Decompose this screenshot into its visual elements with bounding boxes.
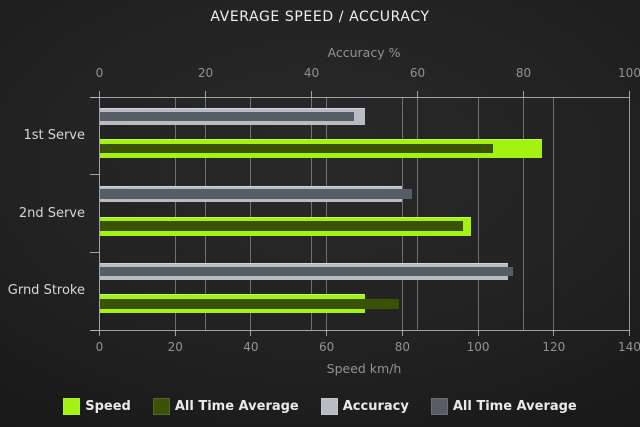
gridline-speed-80 xyxy=(401,97,403,330)
legend-item: Accuracy xyxy=(320,398,409,415)
gridline-speed-140 xyxy=(629,97,630,330)
bottom-axis-tick-label: 100 xyxy=(466,340,490,354)
legend-item: Speed xyxy=(63,398,131,415)
category-boundary-tick xyxy=(89,329,100,331)
legend-label: All Time Average xyxy=(452,399,577,414)
legend-swatch xyxy=(320,398,338,415)
top-axis-title: Accuracy % xyxy=(327,45,401,60)
bottom-axis-tick-120 xyxy=(553,330,555,336)
bottom-axis-tick-140 xyxy=(629,330,630,336)
top-axis-tick-label: 0 xyxy=(95,66,104,80)
bottom-axis-tick-20 xyxy=(174,330,176,336)
legend-item: All Time Average xyxy=(430,398,577,415)
top-axis-tick-40 xyxy=(311,91,312,97)
top-axis-tick-label: 80 xyxy=(515,66,532,80)
top-axis-tick-80 xyxy=(523,91,524,97)
gridline-speed-120 xyxy=(553,97,555,330)
gridline-accuracy-100 xyxy=(629,97,630,330)
gridline-accuracy-80 xyxy=(523,97,524,330)
bar-accuracy-average xyxy=(99,266,513,277)
bottom-axis-line xyxy=(89,329,630,331)
top-axis-tick-label: 100 xyxy=(618,66,640,80)
top-axis-tick-0 xyxy=(99,91,100,97)
bottom-axis-tick-label: 60 xyxy=(319,340,335,354)
gridline-accuracy-40 xyxy=(311,97,312,330)
top-axis-tick-60 xyxy=(417,91,418,97)
bar-speed-average xyxy=(99,299,399,309)
bottom-axis-tick-label: 0 xyxy=(95,340,104,354)
top-axis-tick-label: 60 xyxy=(409,66,426,80)
legend: Speed All Time Average Accuracy All Time Av… xyxy=(0,398,640,415)
bottom-axis-tick-40 xyxy=(250,330,252,336)
bar-speed-average xyxy=(99,221,463,231)
category-boundary-tick xyxy=(89,251,100,253)
bottom-axis-tick-label: 80 xyxy=(394,340,410,354)
category-boundary-tick xyxy=(89,174,100,176)
bottom-axis-title: Speed km/h xyxy=(326,361,402,376)
legend-swatch xyxy=(63,398,81,415)
legend-swatch xyxy=(430,398,448,415)
top-axis-tick-20 xyxy=(205,91,206,97)
category-label: Grnd Stroke xyxy=(7,283,85,299)
bottom-axis-tick-60 xyxy=(326,330,328,336)
top-axis-tick-label: 40 xyxy=(303,66,320,80)
bottom-axis-tick-label: 20 xyxy=(167,340,183,354)
bottom-axis-tick-label: 120 xyxy=(542,340,566,354)
gridline-speed-60 xyxy=(326,97,328,330)
gridline-speed-100 xyxy=(477,97,479,330)
chart-title: AVERAGE SPEED / ACCURACY xyxy=(210,9,430,25)
category-boundary-tick xyxy=(89,96,100,98)
gridline-speed-40 xyxy=(250,97,252,330)
top-axis-tick-100 xyxy=(629,91,630,97)
bottom-axis-tick-100 xyxy=(477,330,479,336)
bar-accuracy-average xyxy=(99,189,413,199)
bar-accuracy-average xyxy=(99,111,354,121)
legend-label: Accuracy xyxy=(342,399,409,414)
left-axis-line xyxy=(98,97,100,330)
legend-label: All Time Average xyxy=(174,399,299,414)
gridline-accuracy-20 xyxy=(205,97,206,330)
bottom-axis-tick-80 xyxy=(401,330,403,336)
gridline-accuracy-60 xyxy=(417,97,418,330)
bottom-axis-tick-0 xyxy=(99,330,100,336)
plot-area xyxy=(99,97,630,330)
top-axis-line xyxy=(89,96,630,98)
top-axis-tick-label: 20 xyxy=(197,66,214,80)
category-label: 1st Serve xyxy=(23,127,85,143)
legend-label: Speed xyxy=(85,399,131,414)
bar-speed-average xyxy=(99,143,494,154)
legend-swatch xyxy=(152,398,170,415)
bottom-axis-tick-label: 40 xyxy=(243,340,259,354)
gridline-speed-20 xyxy=(174,97,176,330)
bottom-axis-tick-label: 140 xyxy=(618,340,640,354)
category-label: 2nd Serve xyxy=(18,205,85,221)
legend-item: All Time Average xyxy=(152,398,299,415)
